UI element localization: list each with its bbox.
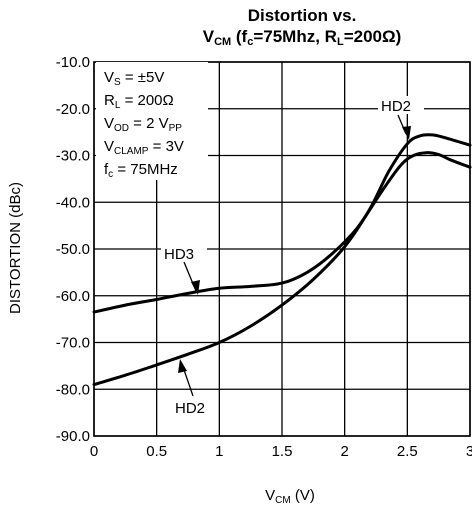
y-tick-label-2: -30.0 [56,148,90,165]
data-series [92,133,472,387]
y-tick-label-4: -50.0 [56,241,90,258]
y-tick-label-8: -90.0 [56,428,90,445]
title-line-2: VCM (fc=75Mhz, RL=200Ω) [203,27,402,48]
plot-frame [93,61,471,437]
condition-rl: RL = 200Ω [104,92,174,111]
hd2-low-pointer-arrowhead [178,359,187,373]
hd2-low-curve-label: HD2 [175,400,205,417]
y-tick-label-5: -60.0 [56,288,90,305]
y-tick-label-0: -10.0 [56,54,90,71]
condition-vs: VS = ±5V [104,69,164,88]
x-axis-title: VCM (V) [265,487,315,506]
hd3-pointer-arrowhead [191,280,200,295]
x-tick-label-3: 1.5 [272,443,293,460]
x-tick-label-0: 0 [90,443,98,460]
x-tick-label-6: 3 [466,443,472,460]
curve-annotations: HD3 HD2 HD2 [161,96,424,417]
y-axis-title: DISTORTION (dBc) [7,182,24,314]
x-tick-label-1: 0.5 [146,443,167,460]
test-conditions: VS = ±5V RL = 200Ω VOD = 2 VPP VCLAMP = … [96,62,208,180]
x-tick-label-5: 2.5 [397,443,418,460]
conditions-backdrop [96,62,208,180]
hd3-label-backdrop [161,244,207,262]
y-tick-label-3: -40.0 [56,194,90,211]
tick-labels: 0 0.5 1 1.5 2 2.5 3 -10.0 -20.0 -30.0 -40.0 -50.0 -6… [56,54,472,460]
x-tick-label-2: 1 [215,443,223,460]
y-tick-label-6: -70.0 [56,335,90,352]
hd2-low-label-backdrop [172,398,218,416]
y-tick-label-1: -20.0 [56,101,90,118]
x-tick-label-4: 2 [340,443,348,460]
hd2-high-label-backdrop [378,96,424,114]
condition-fc: fc = 75MHz [104,161,178,180]
condition-vod: VOD = 2 VPP [104,115,182,134]
series-line-hd2 [92,133,472,387]
y-tick-label-7: -80.0 [56,381,90,398]
hd2-high-curve-label: HD2 [381,98,411,115]
hd2-high-pointer-arrowhead [402,126,411,140]
series-line-hd3 [92,151,472,314]
hd3-curve-label: HD3 [164,246,194,263]
x-axis-label: VCM (V) [265,487,315,506]
y-axis-label: DISTORTION (dBc) [7,182,24,314]
title-line-1: Distortion vs. [248,6,357,25]
chart-title: Distortion vs. VCM (fc=75Mhz, RL=200Ω) [203,6,402,48]
